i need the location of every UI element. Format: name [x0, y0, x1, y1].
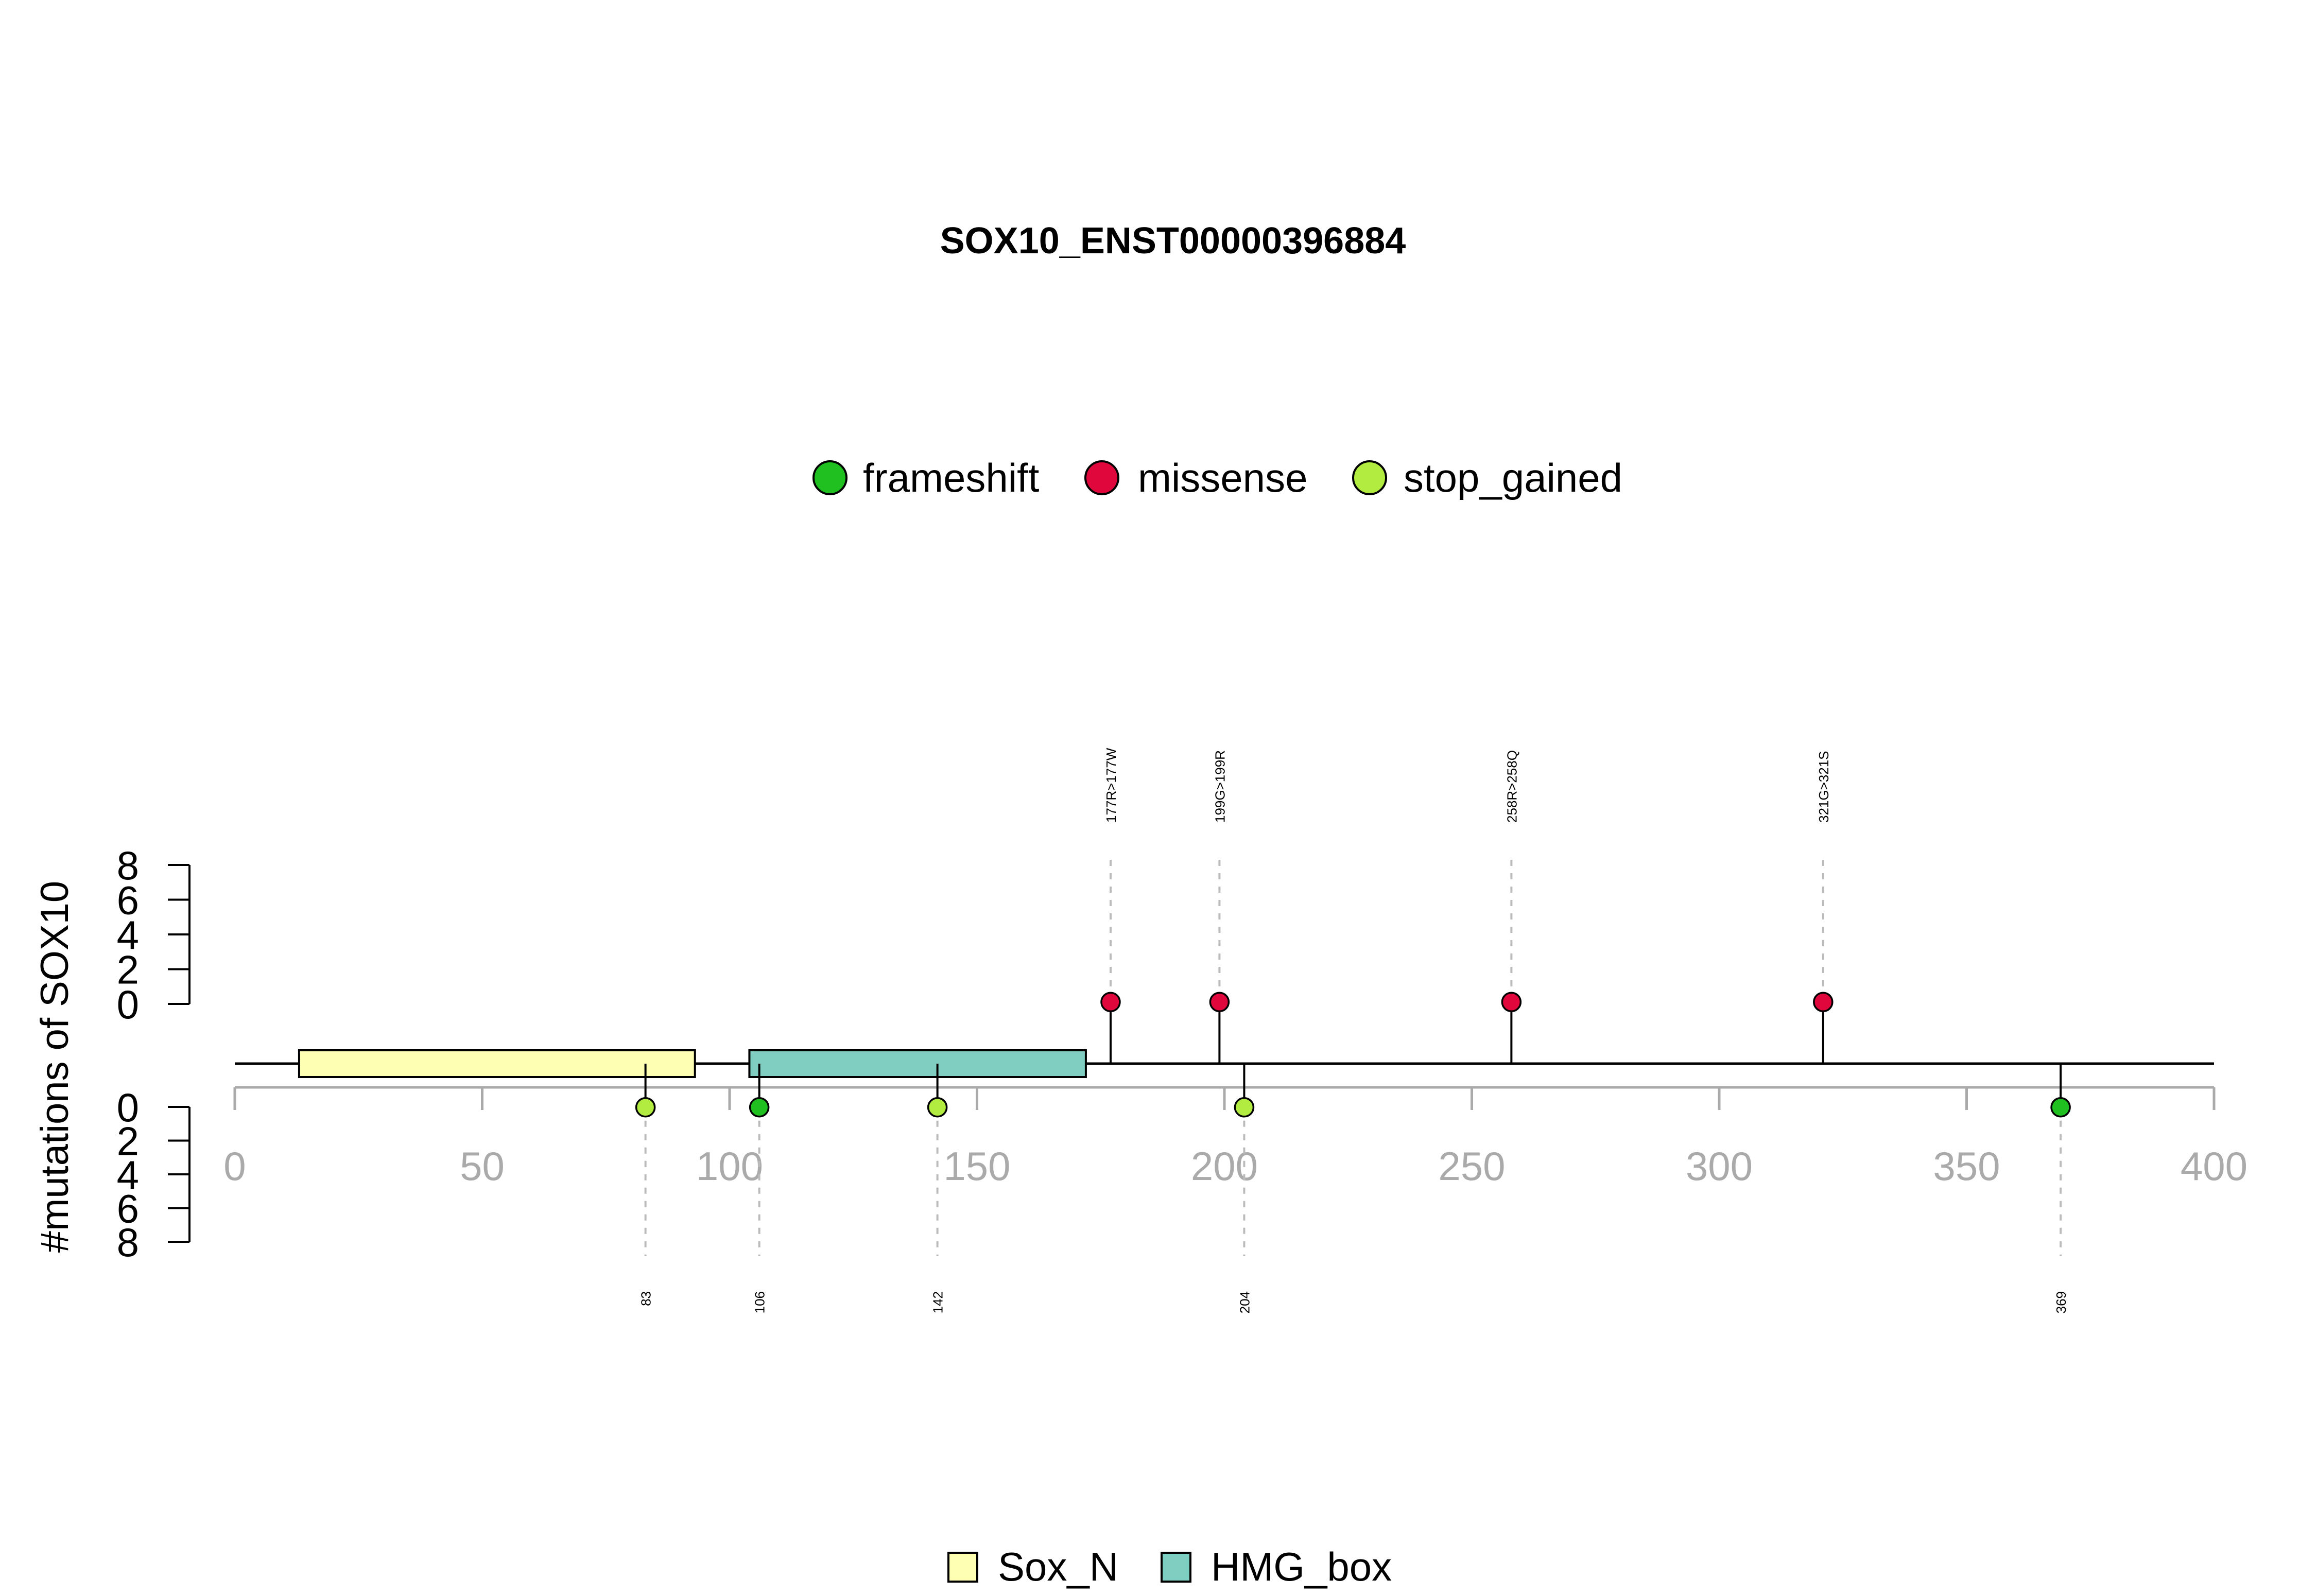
- mutation-label-above: 199G>199R: [1212, 750, 1227, 823]
- mutation-point-stop_gained: [927, 1097, 948, 1118]
- mutation-label-above: 321G>321S: [1816, 751, 1831, 823]
- domain-legend-label-Sox_N: Sox_N: [998, 1544, 1118, 1589]
- mutation-label-above: 177R>177W: [1103, 748, 1119, 823]
- x-axis: 0 50 100 150 200 250 300 350 400: [223, 1086, 2247, 1189]
- x-tick-label: 150: [943, 1143, 1010, 1189]
- x-tick-label: 250: [1438, 1143, 1505, 1189]
- mutation-label-below: 106: [752, 1291, 768, 1313]
- legend-label-frameshift: frameshift: [863, 455, 1040, 500]
- legend-marker-stop_gained: [1352, 460, 1387, 495]
- y-tick-label-upper: 6: [117, 878, 139, 923]
- domain-legend-swatch-Sox_N: [947, 1552, 978, 1583]
- mutation-label-below: 83: [638, 1291, 654, 1306]
- x-tick-label: 400: [2181, 1143, 2247, 1189]
- mutation-type-legend: frameshift missense stop_gained: [812, 455, 1622, 500]
- mutation-point-missense: [1501, 992, 1522, 1012]
- y-tick-label-upper: 4: [117, 912, 139, 958]
- domain-legend-swatch-HMG_box: [1161, 1552, 1191, 1583]
- mutations-above: 177R>177W 199G>199R 258R>258Q 321G>321S: [1100, 748, 1834, 1064]
- x-tick-label: 50: [460, 1143, 505, 1189]
- y-tick-label-upper: 2: [117, 947, 139, 993]
- domain-Sox_N: [298, 1049, 696, 1078]
- y-tick-label-upper: 8: [117, 843, 139, 888]
- mutation-label-below: 204: [1237, 1291, 1252, 1313]
- mutation-point-stop_gained: [1234, 1097, 1255, 1118]
- mutation-label-above: 258R>258Q: [1504, 750, 1519, 823]
- mutation-point-frameshift: [749, 1097, 770, 1118]
- legend-marker-missense: [1084, 460, 1119, 495]
- y-tick-label-lower: 2: [117, 1119, 139, 1164]
- legend-label-stop_gained: stop_gained: [1404, 455, 1622, 500]
- domain-legend: Sox_N HMG_box: [947, 1544, 1392, 1589]
- domain-legend-label-HMG_box: HMG_box: [1211, 1544, 1392, 1589]
- y-tick-label-lower: 0: [117, 1085, 139, 1130]
- mutation-label-below: 142: [930, 1291, 946, 1313]
- x-tick-label: 300: [1686, 1143, 1753, 1189]
- y-axis-label: #mutations of SOX10: [33, 881, 77, 1253]
- y-tick-label-lower: 4: [117, 1152, 139, 1198]
- x-tick-label: 100: [696, 1143, 763, 1189]
- chart-title: SOX10_ENST00000396884: [940, 220, 1406, 262]
- mutation-point-missense: [1813, 992, 1834, 1012]
- mutation-point-stop_gained: [635, 1097, 656, 1118]
- mutation-label-below: 369: [2053, 1291, 2069, 1313]
- mutation-point-missense: [1100, 992, 1121, 1012]
- x-tick-label: 200: [1191, 1143, 1258, 1189]
- mutation-point-missense: [1209, 992, 1230, 1012]
- mutations-below: 83 106 142 204 369: [635, 1064, 2071, 1313]
- y-tick-label-upper: 0: [117, 982, 139, 1027]
- y-tick-label-lower: 8: [117, 1220, 139, 1265]
- mutation-point-frameshift: [2050, 1097, 2071, 1118]
- protein-domains: [298, 1049, 1087, 1078]
- legend-label-missense: missense: [1138, 455, 1307, 500]
- x-tick-label: 350: [1933, 1143, 2000, 1189]
- domain-HMG_box: [748, 1049, 1087, 1078]
- legend-marker-frameshift: [812, 460, 848, 495]
- x-tick-label: 0: [223, 1143, 246, 1189]
- y-tick-label-lower: 6: [117, 1186, 139, 1231]
